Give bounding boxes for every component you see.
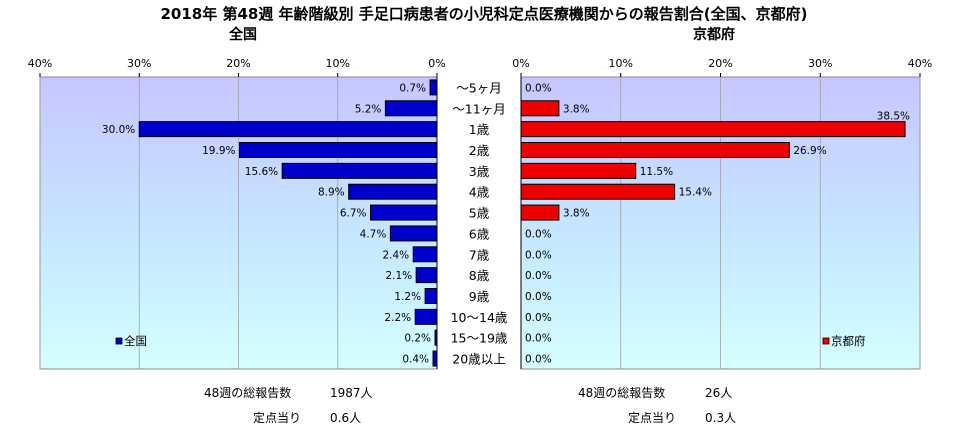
- kyoto-data-label: 38.5%: [877, 111, 910, 123]
- kyoto-legend-label: 京都府: [831, 334, 866, 348]
- kyoto-data-label: 11.5%: [640, 166, 673, 178]
- national-data-label: 19.9%: [202, 145, 235, 157]
- national-data-label: 8.9%: [318, 187, 345, 199]
- national-data-label: 15.6%: [245, 166, 278, 178]
- category-label: 1歳: [469, 122, 490, 137]
- national-data-label: 6.7%: [340, 208, 367, 220]
- chart-title: 2018年 第48週 年齢階級別 手足口病患者の小児科定点医療機関からの報告割合…: [160, 5, 808, 23]
- national-legend-label: 全国: [124, 334, 147, 348]
- national-bar: [429, 79, 438, 96]
- national-data-label: 5.2%: [355, 103, 382, 115]
- national-bar: [238, 142, 438, 158]
- national-bar: [389, 225, 438, 242]
- kyoto-tick-label: 30%: [808, 57, 832, 70]
- national-total-label: 48週の総報告数: [204, 386, 292, 400]
- national-bar: [414, 308, 438, 325]
- category-label: 2歳: [469, 143, 490, 158]
- national-data-label: 0.7%: [399, 82, 426, 94]
- kyoto-bar: [520, 100, 560, 117]
- kyoto-total-label: 48週の総報告数: [578, 386, 666, 400]
- national-data-label: 4.7%: [360, 228, 387, 240]
- kyoto-bar: [520, 183, 676, 200]
- national-data-label: 2.4%: [382, 249, 409, 261]
- category-label: ～5ヶ月: [456, 80, 501, 95]
- kyoto-legend-swatch: [822, 337, 830, 345]
- category-label: 5歳: [469, 206, 490, 221]
- national-bar: [432, 350, 438, 367]
- national-data-label: 30.0%: [102, 124, 135, 136]
- kyoto-data-label: 26.9%: [793, 145, 826, 157]
- national-per-site-value: 0.6人: [330, 411, 362, 425]
- national-data-label: 1.2%: [394, 291, 421, 303]
- national-data-label: 0.4%: [402, 354, 429, 366]
- category-label: 7歳: [469, 247, 490, 262]
- kyoto-data-label: 0.0%: [525, 82, 552, 94]
- national-total-value: 1987人: [330, 386, 373, 400]
- kyoto-tick-label: 0%: [512, 57, 529, 70]
- national-bar: [434, 329, 438, 346]
- category-label: 20歳以上: [452, 352, 505, 367]
- kyoto-data-label: 15.4%: [679, 187, 712, 199]
- category-label: 6歳: [469, 226, 490, 241]
- kyoto-per-site-label: 定点当り: [628, 411, 677, 425]
- national-tick-label: 0%: [428, 57, 445, 70]
- kyoto-tick-label: 10%: [609, 57, 633, 70]
- kyoto-per-site-value: 0.3人: [705, 411, 737, 425]
- national-bar: [138, 121, 438, 138]
- national-legend-swatch: [115, 337, 123, 345]
- kyoto-data-label: 0.0%: [525, 291, 552, 303]
- kyoto-data-label: 0.0%: [525, 249, 552, 261]
- national-bar: [424, 288, 438, 304]
- kyoto-panel-title: 京都府: [693, 27, 735, 43]
- kyoto-data-label: 0.0%: [525, 270, 552, 282]
- kyoto-total-value: 26人: [705, 386, 733, 400]
- kyoto-tick-label: 40%: [908, 57, 932, 70]
- category-label: 3歳: [469, 164, 490, 179]
- category-label: 4歳: [469, 185, 490, 200]
- national-tick-label: 10%: [326, 57, 350, 70]
- category-label: 8歳: [469, 268, 490, 283]
- kyoto-bar: [520, 204, 560, 221]
- kyoto-bar: [520, 142, 790, 158]
- kyoto-data-label: 3.8%: [563, 208, 590, 220]
- kyoto-data-label: 0.0%: [525, 228, 552, 240]
- kyoto-data-label: 0.0%: [525, 312, 552, 324]
- category-label: 10～14歳: [451, 310, 508, 325]
- national-bar: [348, 183, 438, 200]
- national-bar: [412, 246, 438, 263]
- national-panel-title: 全国: [229, 27, 257, 43]
- kyoto-data-label: 0.0%: [525, 333, 552, 345]
- kyoto-bar: [520, 121, 906, 138]
- kyoto-data-label: 3.8%: [563, 103, 590, 115]
- national-bar: [370, 204, 438, 221]
- national-data-label: 2.2%: [384, 312, 411, 324]
- national-bar: [384, 100, 438, 117]
- national-data-label: 0.2%: [404, 333, 431, 345]
- national-data-label: 2.1%: [385, 270, 412, 282]
- category-label: 15～19歳: [451, 331, 508, 346]
- national-tick-label: 40%: [28, 57, 52, 70]
- national-tick-label: 20%: [226, 57, 250, 70]
- kyoto-tick-label: 20%: [708, 57, 732, 70]
- national-per-site-label: 定点当り: [253, 411, 302, 425]
- national-bar: [281, 162, 438, 179]
- kyoto-bar: [520, 162, 637, 179]
- national-tick-label: 30%: [127, 57, 151, 70]
- category-label: 9歳: [469, 289, 490, 304]
- kyoto-data-label: 0.0%: [525, 354, 552, 366]
- national-bar: [415, 267, 438, 284]
- category-label: ～11ヶ月: [452, 101, 505, 116]
